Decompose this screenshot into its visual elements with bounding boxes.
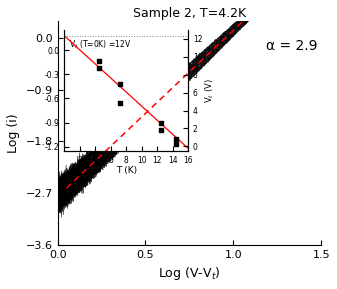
Point (117, 101, 123, 106)
Point (158, 128, 164, 132)
X-axis label: Log (V-V$_t$): Log (V-V$_t$) (158, 265, 221, 282)
Point (96, 65, 102, 70)
Y-axis label: Log (i): Log (i) (7, 113, 20, 153)
Text: α = 2.9: α = 2.9 (266, 39, 317, 53)
Title: Sample 2, T=4.2K: Sample 2, T=4.2K (133, 7, 246, 20)
Y-axis label: V$_t$ (V): V$_t$ (V) (204, 78, 216, 103)
Point (174, 142, 179, 147)
